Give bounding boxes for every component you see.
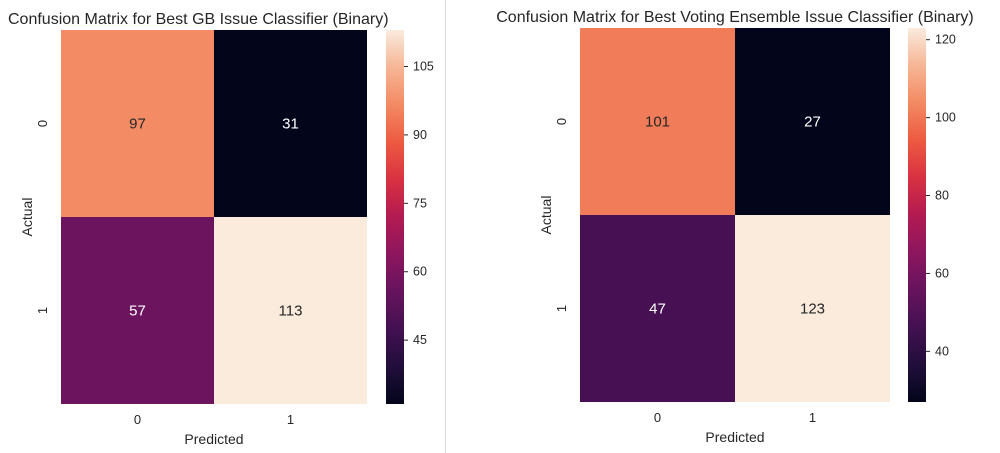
colorbar-tick-label: 60 [413, 265, 427, 279]
colorbar-tick-label: 40 [935, 344, 949, 358]
cell-value-label: 123 [800, 301, 825, 318]
y-tick-label: 0 [554, 118, 569, 125]
heatmap-cell [735, 28, 890, 215]
heatmap-cell [214, 30, 367, 217]
y-tick-label: 1 [554, 305, 569, 312]
chart-title: Confusion Matrix for Best Voting Ensembl… [496, 9, 974, 26]
confusion-matrix-gb-chart: Confusion Matrix for Best GB Issue Class… [8, 11, 434, 447]
colorbar-tick-label: 75 [413, 196, 427, 210]
colorbar [386, 30, 404, 404]
colorbar-tick-label: 105 [413, 59, 434, 73]
colorbar-tick-label: 120 [935, 33, 956, 47]
colorbar-tick-label: 90 [413, 128, 427, 142]
heatmap-cell [61, 217, 214, 404]
confusion-matrix-voting-chart: Confusion Matrix for Best Voting Ensembl… [496, 9, 974, 445]
heatmap-cell [580, 28, 735, 215]
cell-value-label: 57 [129, 303, 146, 320]
confusion-matrix-gb-panel: Confusion Matrix for Best GB Issue Class… [0, 0, 446, 453]
x-axis-label: Predicted [705, 429, 764, 445]
cell-value-label: 97 [129, 116, 146, 133]
x-tick-label: 0 [134, 412, 141, 427]
y-tick-label: 1 [35, 307, 50, 314]
x-tick-label: 0 [654, 410, 661, 425]
heatmap-cell [735, 215, 890, 402]
x-tick-label: 1 [287, 412, 294, 427]
heatmap-cell [61, 30, 214, 217]
colorbar [908, 28, 926, 402]
y-axis-label: Actual [19, 198, 35, 237]
cell-value-label: 113 [279, 303, 303, 320]
heatmap-cell [580, 215, 735, 402]
x-tick-label: 1 [809, 410, 816, 425]
cell-value-label: 101 [645, 114, 670, 131]
heatmap-cell [214, 217, 367, 404]
colorbar-tick-label: 45 [413, 333, 427, 347]
colorbar-tick-label: 80 [935, 189, 949, 203]
cell-value-label: 31 [282, 116, 299, 133]
colorbar-tick-label: 100 [935, 111, 956, 125]
confusion-matrix-voting-panel: Confusion Matrix for Best Voting Ensembl… [470, 0, 1000, 453]
cell-value-label: 27 [804, 114, 821, 131]
cell-value-label: 47 [649, 301, 666, 318]
y-axis-label: Actual [538, 196, 554, 235]
y-tick-label: 0 [35, 120, 50, 127]
colorbar-tick-label: 60 [935, 266, 949, 280]
chart-title: Confusion Matrix for Best GB Issue Class… [8, 11, 389, 28]
x-axis-label: Predicted [184, 431, 243, 447]
